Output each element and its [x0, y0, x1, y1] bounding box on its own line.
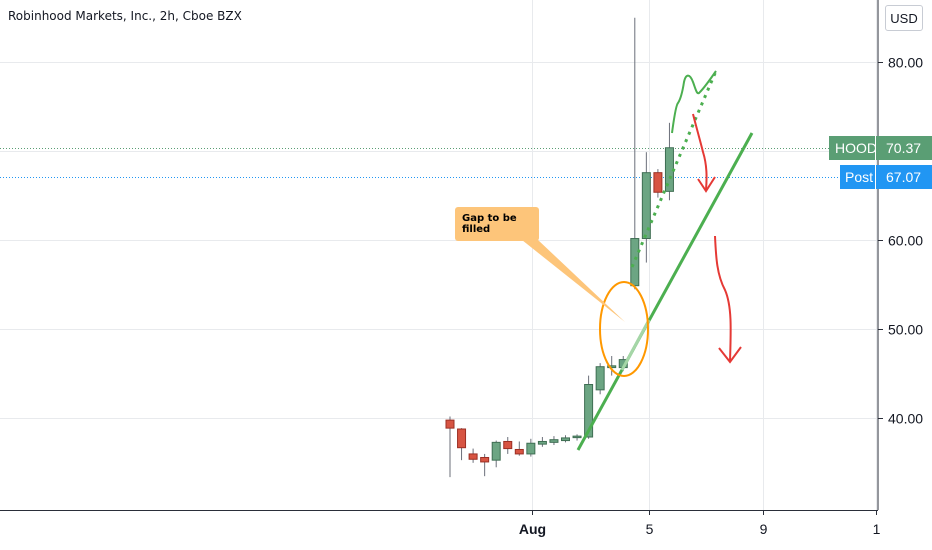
x-axis-labels: Aug 5 9 1	[519, 510, 881, 537]
candle[interactable]	[607, 356, 617, 376]
candle-body	[526, 442, 536, 455]
note-pointer	[522, 240, 625, 322]
currency-button[interactable]: USD	[885, 5, 923, 31]
candle-body	[457, 428, 467, 449]
candle-body	[468, 453, 478, 460]
arrow-head-large	[718, 346, 742, 364]
chart-axes	[0, 0, 879, 511]
projection-path-green[interactable]	[671, 70, 717, 134]
candle[interactable]	[491, 440, 501, 468]
y-tick-label: 50.00	[888, 322, 923, 338]
arrow-head-small	[697, 176, 716, 193]
arrow-down-small[interactable]	[692, 113, 708, 191]
y-tick-label: 60.00	[888, 233, 923, 249]
candle[interactable]	[641, 152, 651, 263]
candlestick-series	[445, 17, 674, 478]
chart-grid	[0, 0, 878, 510]
candle-body	[607, 365, 617, 369]
candle-body	[595, 366, 605, 391]
candle[interactable]	[468, 448, 478, 463]
candle[interactable]	[653, 169, 663, 198]
hood-label: HOOD	[829, 136, 877, 160]
candle-body	[584, 384, 594, 438]
candle-body	[480, 456, 490, 463]
candle[interactable]	[526, 438, 536, 457]
gap-circle[interactable]	[599, 281, 649, 377]
candle[interactable]	[480, 453, 490, 477]
post-label: Post	[840, 165, 875, 189]
y-tick-label: 80.00	[888, 55, 923, 71]
x-tick-label: 1	[873, 521, 881, 537]
y-tick-label: 40.00	[888, 411, 923, 427]
candle[interactable]	[503, 437, 513, 454]
trendline-highlight	[620, 319, 651, 371]
candle-body	[561, 437, 570, 442]
candle-body	[630, 238, 640, 287]
trendline-solid[interactable]	[576, 132, 754, 451]
candle[interactable]	[664, 122, 674, 201]
candle[interactable]	[572, 434, 582, 441]
x-tick-label: 5	[646, 521, 654, 537]
hood-price: 70.37	[875, 136, 932, 160]
candle-body	[514, 448, 524, 455]
trendline-dotted[interactable]	[630, 70, 718, 268]
candle[interactable]	[537, 437, 547, 447]
candle-body	[549, 439, 559, 443]
candle[interactable]	[457, 428, 467, 461]
candle[interactable]	[445, 416, 455, 478]
candle-body	[491, 441, 501, 461]
arrow-down-large[interactable]	[714, 235, 732, 362]
symbol-title: Robinhood Markets, Inc., 2h, Cboe BZX	[8, 9, 242, 23]
candle[interactable]	[595, 363, 605, 395]
candle[interactable]	[561, 435, 570, 443]
candle[interactable]	[630, 17, 640, 290]
chart-drawings	[522, 70, 754, 451]
candle[interactable]	[514, 441, 524, 456]
candle-body	[445, 419, 455, 429]
candle-body	[653, 172, 663, 193]
post-price: 67.07	[875, 165, 932, 189]
candle[interactable]	[549, 436, 559, 446]
price-level-lines	[0, 148, 878, 178]
gap-annotation-note[interactable]: Gap to be filled	[455, 207, 539, 241]
x-tick-label: Aug	[519, 521, 546, 537]
candle-body	[572, 435, 582, 439]
candle-body	[503, 440, 513, 450]
x-tick-label: 9	[760, 521, 768, 537]
post-price-badge: Post 67.07	[840, 165, 932, 189]
candle-body	[537, 440, 547, 445]
hood-price-badge: HOOD 70.37	[829, 136, 932, 160]
candle-body	[641, 172, 651, 240]
